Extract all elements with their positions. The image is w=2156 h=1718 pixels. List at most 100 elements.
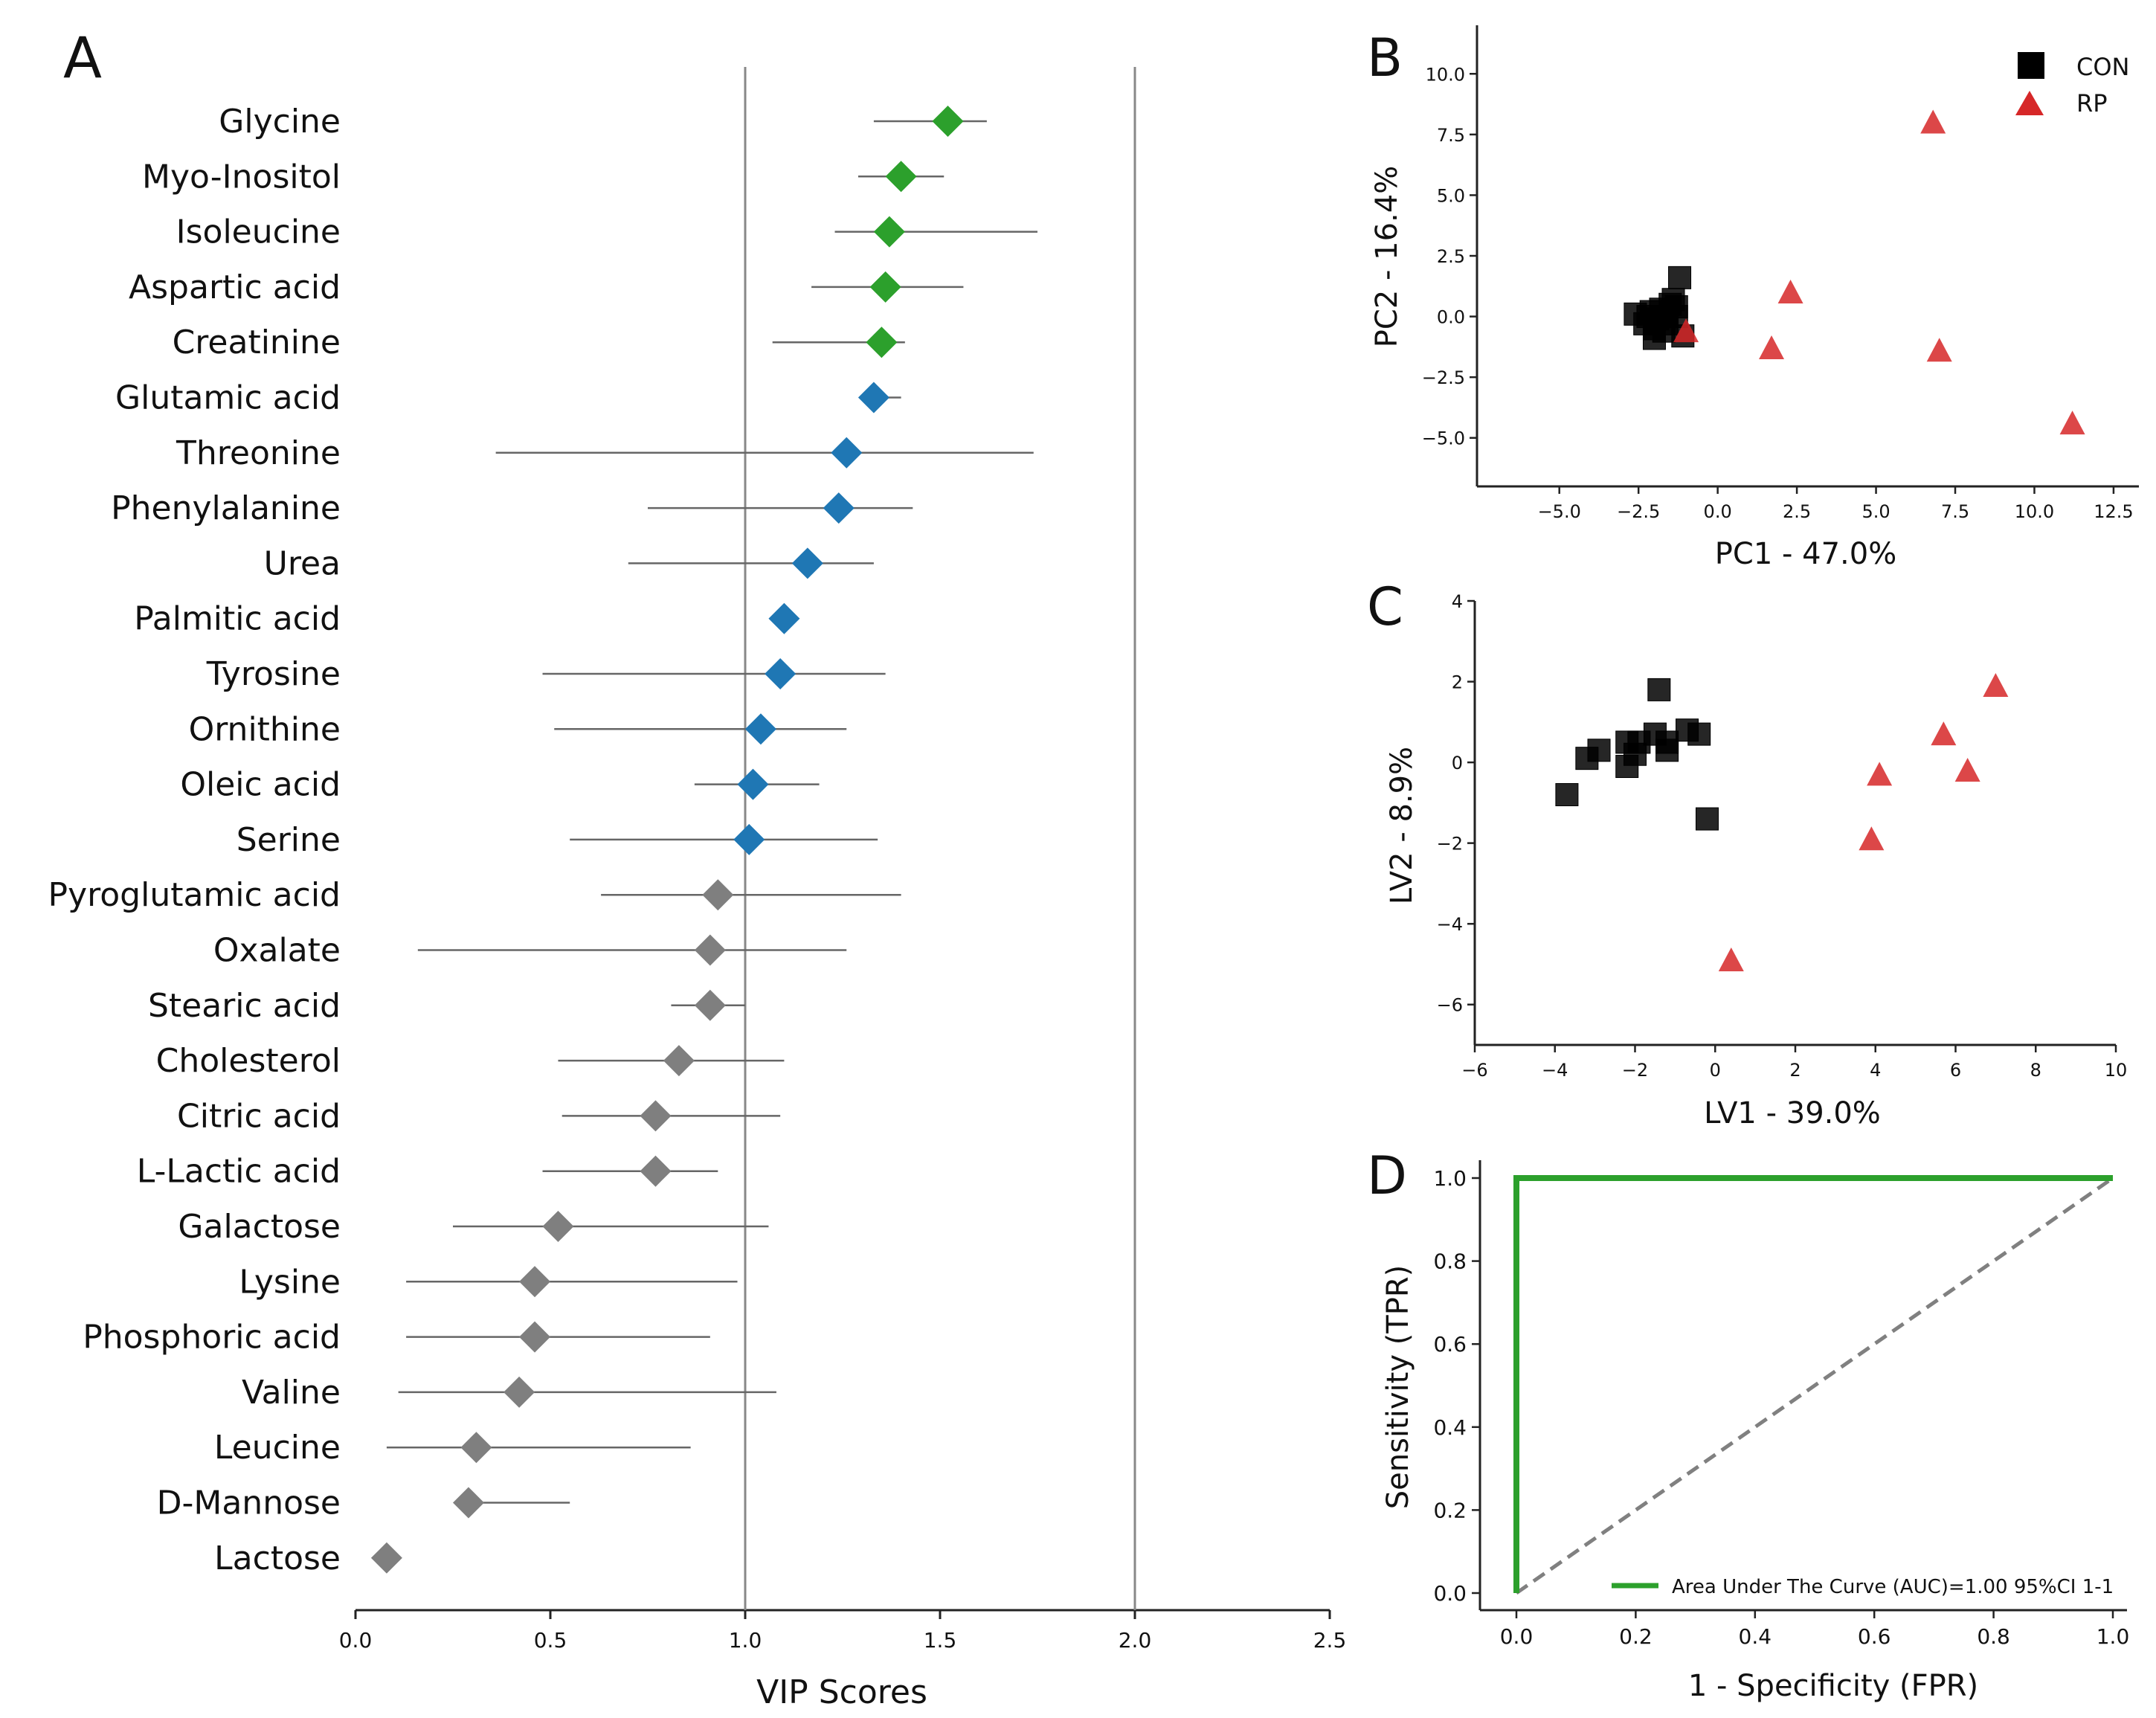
vip-marker [503, 1376, 535, 1408]
y-axis-label-d: Sensitivity (TPR) [1381, 1265, 1415, 1510]
rp-point [1954, 757, 1980, 782]
vip-marker [744, 713, 776, 745]
x-tick-label: 0 [1710, 1060, 1721, 1081]
metabolite-label: Phenylalanine [111, 489, 341, 527]
x-tick-label: 5.0 [1861, 501, 1890, 522]
vip-marker [823, 492, 855, 524]
y-tick-label-d: 0.8 [1433, 1249, 1467, 1274]
y-tick-label: −6 [1437, 995, 1463, 1016]
con-point [1636, 305, 1660, 329]
vip-marker [885, 161, 917, 193]
vip-marker [694, 934, 726, 966]
x-tick-label: 0.0 [1704, 501, 1732, 522]
x-tick-label-d: 0.0 [1500, 1624, 1534, 1649]
x-tick-label: 7.5 [1941, 501, 1969, 522]
x-tick-label: 6 [1950, 1060, 1961, 1081]
con-point [1555, 783, 1579, 807]
vip-marker [694, 989, 726, 1021]
y-tick-label: −2.5 [1422, 367, 1465, 388]
panel-d-roc: D 0.0 0.2 0.4 0.6 0.8 1.0 0.0 0.2 0.4 0.6 0.8 1.0 1… [1367, 1145, 2129, 1703]
panel-label-a: A [63, 25, 102, 91]
panel-label-c: C [1367, 576, 1403, 637]
y-tick-label-d: 0.2 [1433, 1498, 1467, 1522]
x-axis-label-a: VIP Scores [756, 1673, 927, 1711]
x-tick-label-d: 0.4 [1739, 1624, 1772, 1649]
x-tick-label-a: 2.5 [1313, 1628, 1347, 1653]
vip-marker [857, 382, 889, 414]
metabolite-label: Creatinine [173, 324, 341, 361]
x-ticks-a: 0.0 0.5 1.0 1.5 2.0 2.5 [339, 1610, 1347, 1653]
metabolite-label: Lactose [214, 1540, 341, 1577]
con-point [1695, 807, 1719, 831]
rp-point [1920, 109, 1946, 134]
metabolite-label: Cholesterol [156, 1042, 341, 1080]
metabolite-label: Threonine [176, 434, 341, 472]
legend-label-roc: Area Under The Curve (AUC)=1.00 95%CI 1-… [1672, 1576, 2114, 1598]
y-tick-label: 10.0 [1426, 64, 1465, 85]
vip-marker [663, 1045, 695, 1077]
x-tick-label-a: 0.5 [534, 1628, 567, 1653]
points-c [1555, 672, 2009, 972]
metabolite-label: Glutamic acid [115, 379, 341, 417]
x-tick-label: 12.5 [2094, 501, 2133, 522]
x-tick-label: 10 [2105, 1060, 2128, 1081]
metabolite-label: Citric acid [177, 1097, 341, 1135]
y-tick-label: 4 [1452, 591, 1463, 612]
vip-marker [869, 271, 901, 303]
con-point [1647, 678, 1671, 701]
con-point [1655, 730, 1679, 754]
y-tick-label: −4 [1437, 914, 1463, 935]
metabolite-label: Leucine [214, 1429, 341, 1467]
vip-items: Glycine Myo-Inositol Isoleucine Aspartic ac… [48, 103, 1037, 1577]
y-tick-label: 0 [1452, 753, 1463, 773]
metabolite-label: Pyroglutamic acid [48, 876, 341, 914]
ticks-b: −5.0 −2.5 0.0 2.5 5.0 7.5 10.0 12.5 −5.0 −2.5 0.0 2… [1422, 64, 2134, 522]
metabolite-label: Serine [236, 821, 341, 859]
points-b [1624, 109, 2085, 435]
vip-marker [519, 1321, 551, 1353]
vip-marker [791, 547, 823, 579]
vip-marker [733, 823, 765, 855]
y-tick-label-d: 1.0 [1433, 1166, 1467, 1191]
y-axis-label-b: PC2 - 16.4% [1370, 166, 1404, 347]
legend-label-rp: RP [2076, 89, 2108, 118]
x-tick-label: 8 [2030, 1060, 2041, 1081]
metabolite-label: Oleic acid [180, 766, 341, 804]
vip-marker [831, 437, 863, 469]
vip-marker [873, 216, 905, 248]
metabolite-label: Phosphoric acid [83, 1319, 341, 1357]
vip-marker [519, 1266, 551, 1298]
x-tick-label-d: 0.8 [1977, 1624, 2010, 1649]
x-tick-label: −2 [1622, 1060, 1648, 1081]
ticks-d: 0.0 0.2 0.4 0.6 0.8 1.0 0.0 0.2 0.4 0.6 0.8 1.0 [1433, 1166, 2129, 1649]
x-axis-label-d: 1 - Specificity (FPR) [1688, 1669, 1978, 1703]
x-tick-label-d: 0.6 [1858, 1624, 1891, 1649]
rp-point [1867, 762, 1893, 786]
x-tick-label-a: 0.0 [339, 1628, 373, 1653]
metabolite-label: L-Lactic acid [137, 1153, 341, 1191]
legend-label-con: CON [2076, 53, 2129, 81]
x-tick-label: 10.0 [2015, 501, 2054, 522]
rp-point [2059, 411, 2085, 435]
x-axis-label-c: LV1 - 39.0% [1704, 1096, 1881, 1130]
x-axis-label-b: PC1 - 47.0% [1715, 537, 1896, 571]
legend-d: Area Under The Curve (AUC)=1.00 95%CI 1-… [1612, 1576, 2114, 1598]
y-axis-label-c: LV2 - 8.9% [1385, 747, 1419, 904]
rp-point [1983, 672, 2009, 697]
metabolite-label: Urea [264, 544, 341, 582]
con-point [1587, 739, 1611, 762]
metabolite-label: Galactose [178, 1208, 341, 1246]
panel-b-pca: B −5.0 −2.5 0.0 2.5 5.0 7.5 10.0 12.5 −5.0 −2.5 0.… [1367, 25, 2139, 571]
vip-marker [460, 1432, 492, 1464]
panel-c-plsda: C −6 −4 −2 0 2 4 6 8 10 −6 −4 −2 0 2 4 LV1 - 39.0% LV2… [1367, 576, 2127, 1130]
rp-point [1718, 948, 1744, 972]
metabolite-label: Oxalate [213, 932, 341, 970]
ticks-c: −6 −4 −2 0 2 4 6 8 10 −6 −4 −2 0 2 4 [1437, 591, 2128, 1081]
x-tick-label-d: 0.2 [1619, 1624, 1653, 1649]
metabolite-label: Palmitic acid [134, 600, 341, 638]
metabolite-label: Ornithine [189, 710, 341, 748]
rp-point [1859, 826, 1885, 851]
metabolite-label: Stearic acid [148, 987, 341, 1025]
x-tick-label-d: 1.0 [2097, 1624, 2130, 1649]
